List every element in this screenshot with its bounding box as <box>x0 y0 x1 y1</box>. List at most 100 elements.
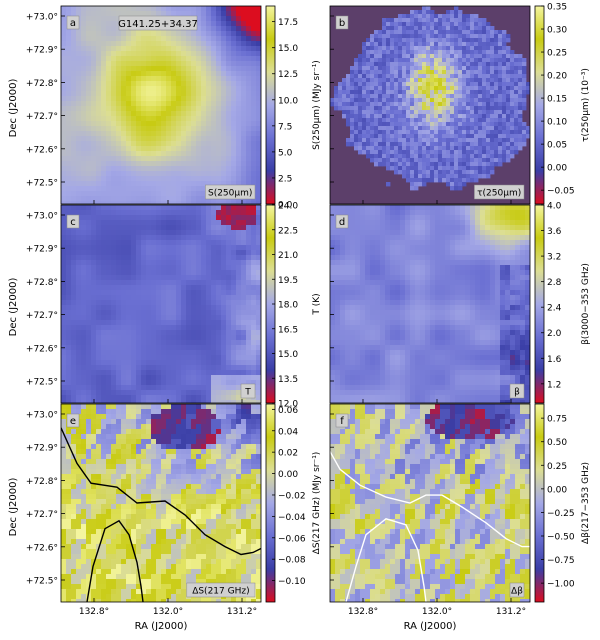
heatmap-cell <box>334 90 339 95</box>
heatmap-cell <box>458 110 463 115</box>
heatmap-cell <box>236 260 242 266</box>
heatmap-cell <box>71 141 77 147</box>
heatmap-cell <box>156 146 162 152</box>
heatmap-cell <box>226 81 232 87</box>
heatmap-cell <box>121 385 127 391</box>
heatmap-cell <box>201 375 207 381</box>
heatmap-cell <box>402 130 407 135</box>
heatmap-cell <box>246 156 252 162</box>
heatmap-cell <box>161 176 167 182</box>
heatmap-cell <box>171 116 177 122</box>
heatmap-cell <box>86 275 92 281</box>
heatmap-cell <box>61 16 67 22</box>
heatmap-cell <box>442 90 447 95</box>
heatmap-cell <box>206 116 212 122</box>
heatmap-cell <box>166 61 172 67</box>
heatmap-cell <box>151 255 157 261</box>
heatmap-cell <box>482 130 487 135</box>
heatmap-cell <box>81 21 87 27</box>
heatmap-cell <box>211 380 217 386</box>
heatmap-cell <box>458 70 463 75</box>
heatmap-cell <box>251 116 257 122</box>
heatmap-cell <box>474 30 479 35</box>
heatmap-cell <box>236 151 242 157</box>
heatmap-cell <box>236 270 242 276</box>
heatmap-cell <box>156 56 162 62</box>
heatmap-cell <box>390 162 395 167</box>
heatmap-cell <box>131 340 137 346</box>
heatmap-cell <box>231 96 237 102</box>
heatmap-cell <box>131 6 137 12</box>
heatmap-cell <box>241 26 247 32</box>
heatmap-cell <box>382 126 387 131</box>
heatmap-cell <box>186 270 192 276</box>
heatmap-cell <box>131 126 137 132</box>
heatmap-cell <box>510 82 515 87</box>
heatmap-cell <box>86 161 92 167</box>
heatmap-cell <box>101 131 107 137</box>
heatmap-cell <box>426 114 431 119</box>
colorbar-b: 0.350.300.250.200.150.100.050.00−0.05τ(2… <box>534 3 591 205</box>
heatmap-cell <box>494 34 499 39</box>
heatmap-cell <box>221 56 227 62</box>
heatmap-cell <box>151 210 157 216</box>
heatmap-cell <box>151 395 157 401</box>
heatmap-cell <box>410 102 415 107</box>
heatmap-cell <box>450 162 455 167</box>
heatmap-cell <box>126 365 132 371</box>
heatmap-cell <box>176 340 182 346</box>
heatmap-cell <box>370 58 375 63</box>
heatmap-cell <box>454 122 459 127</box>
heatmap-cell <box>482 66 487 71</box>
heatmap-cell <box>116 315 122 321</box>
heatmap-cell <box>246 151 252 157</box>
heatmap-cell <box>246 305 252 311</box>
heatmap-cell <box>81 220 87 226</box>
heatmap-cell <box>406 50 411 55</box>
heatmap-cell <box>256 295 261 301</box>
heatmap-cell <box>482 142 487 147</box>
heatmap-cell <box>454 34 459 39</box>
heatmap-cell <box>206 295 212 301</box>
heatmap-cell <box>502 98 507 103</box>
heatmap-cell <box>216 340 222 346</box>
heatmap-cell <box>422 146 427 151</box>
heatmap-cell <box>458 94 463 99</box>
heatmap-cell <box>450 30 455 35</box>
heatmap-cell <box>474 134 479 139</box>
heatmap-cell <box>350 118 355 123</box>
heatmap-cell <box>251 131 257 137</box>
heatmap-cell <box>522 70 527 75</box>
heatmap-cell <box>402 50 407 55</box>
heatmap-cell <box>206 205 212 211</box>
heatmap-cell <box>430 154 435 159</box>
heatmap-cell <box>426 90 431 95</box>
heatmap-cell <box>462 166 467 171</box>
heatmap-cell <box>514 58 519 63</box>
heatmap-cell <box>410 54 415 59</box>
heatmap-cell <box>246 325 252 331</box>
heatmap-cell <box>131 156 137 162</box>
heatmap-cell <box>370 78 375 83</box>
heatmap-cell <box>482 110 487 115</box>
heatmap-cell <box>358 138 363 143</box>
heatmap-cell <box>430 106 435 111</box>
heatmap-cell <box>382 118 387 123</box>
heatmap-cell <box>434 30 439 35</box>
heatmap-cell <box>216 6 222 12</box>
heatmap-cell <box>470 142 475 147</box>
heatmap-cell <box>91 31 97 37</box>
heatmap-cell <box>410 182 415 187</box>
heatmap-cell <box>186 330 192 336</box>
heatmap-cell <box>156 186 162 192</box>
heatmap-cell <box>136 126 142 132</box>
heatmap-cell <box>398 46 403 51</box>
heatmap-cell <box>502 102 507 107</box>
heatmap-cell <box>176 201 182 204</box>
heatmap-cell <box>176 81 182 87</box>
heatmap-cell <box>402 94 407 99</box>
heatmap-cell <box>126 171 132 177</box>
heatmap-cell <box>226 350 232 356</box>
heatmap-cell <box>151 46 157 52</box>
heatmap-cell <box>151 136 157 142</box>
